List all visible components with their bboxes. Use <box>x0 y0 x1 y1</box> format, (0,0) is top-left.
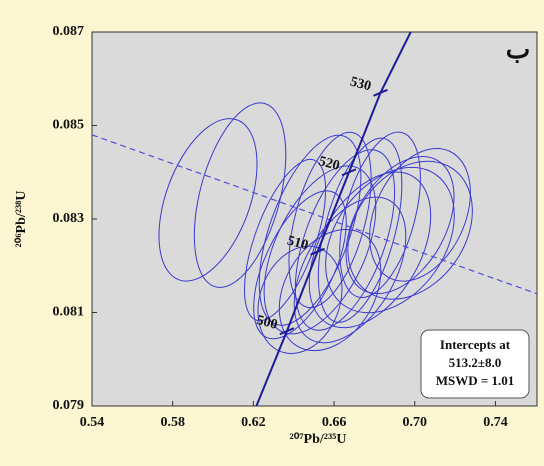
error-ellipse <box>278 228 382 352</box>
error-ellipse <box>158 118 258 282</box>
x-tick-label: 0.66 <box>322 415 347 430</box>
age-tick <box>310 247 325 256</box>
error-ellipse <box>325 166 455 314</box>
error-ellipse <box>347 160 473 300</box>
age-tick <box>373 88 388 97</box>
annotation-box <box>420 329 530 399</box>
annotation-line: MSWD = 1.01 <box>436 373 515 388</box>
discordia-line <box>92 134 537 295</box>
y-axis-label: ²⁰⁶Pb/²³⁸U <box>14 191 29 248</box>
error-ellipse <box>317 137 403 323</box>
age-label: 530 <box>348 75 372 95</box>
y-tick-label: 0.081 <box>53 305 85 320</box>
error-ellipse <box>243 158 327 322</box>
error-ellipse <box>369 147 471 282</box>
error-ellipse <box>308 171 432 329</box>
age-label: 520 <box>317 154 341 174</box>
concordia-line <box>255 32 412 406</box>
y-tick-label: 0.087 <box>53 24 85 39</box>
age-label: 500 <box>255 313 279 333</box>
error-ellipse <box>288 131 372 309</box>
x-tick-label: 0.74 <box>483 415 508 430</box>
axes-layer: 0.54 0.58 0.62 0.66 0.70 0.74 0.079 0.081 0.083 0… <box>53 24 508 430</box>
x-tick-label: 0.62 <box>241 415 266 430</box>
error-ellipse <box>263 165 377 335</box>
x-tick-label: 0.58 <box>160 415 185 430</box>
age-tick <box>341 168 357 177</box>
y-tick-label: 0.085 <box>53 118 85 133</box>
x-tick-label: 0.70 <box>403 415 428 430</box>
error-ellipse <box>294 149 396 331</box>
x-tick-label: 0.54 <box>80 415 105 430</box>
y-tick-label: 0.079 <box>53 398 85 413</box>
x-axis-label: ²⁰⁷Pb/²³⁵U <box>290 432 347 447</box>
error-ellipse <box>345 156 455 295</box>
error-ellipse <box>193 102 287 288</box>
age-label: 510 <box>286 233 310 253</box>
annotation-line: 513.2±8.0 <box>449 355 502 370</box>
annotation-line: Intercepts at <box>440 337 511 352</box>
panel-letter: ب <box>506 35 530 64</box>
age-tick <box>279 327 295 336</box>
y-tick-label: 0.083 <box>53 211 85 226</box>
plot-layer: 500 510 520 530 <box>92 32 537 406</box>
